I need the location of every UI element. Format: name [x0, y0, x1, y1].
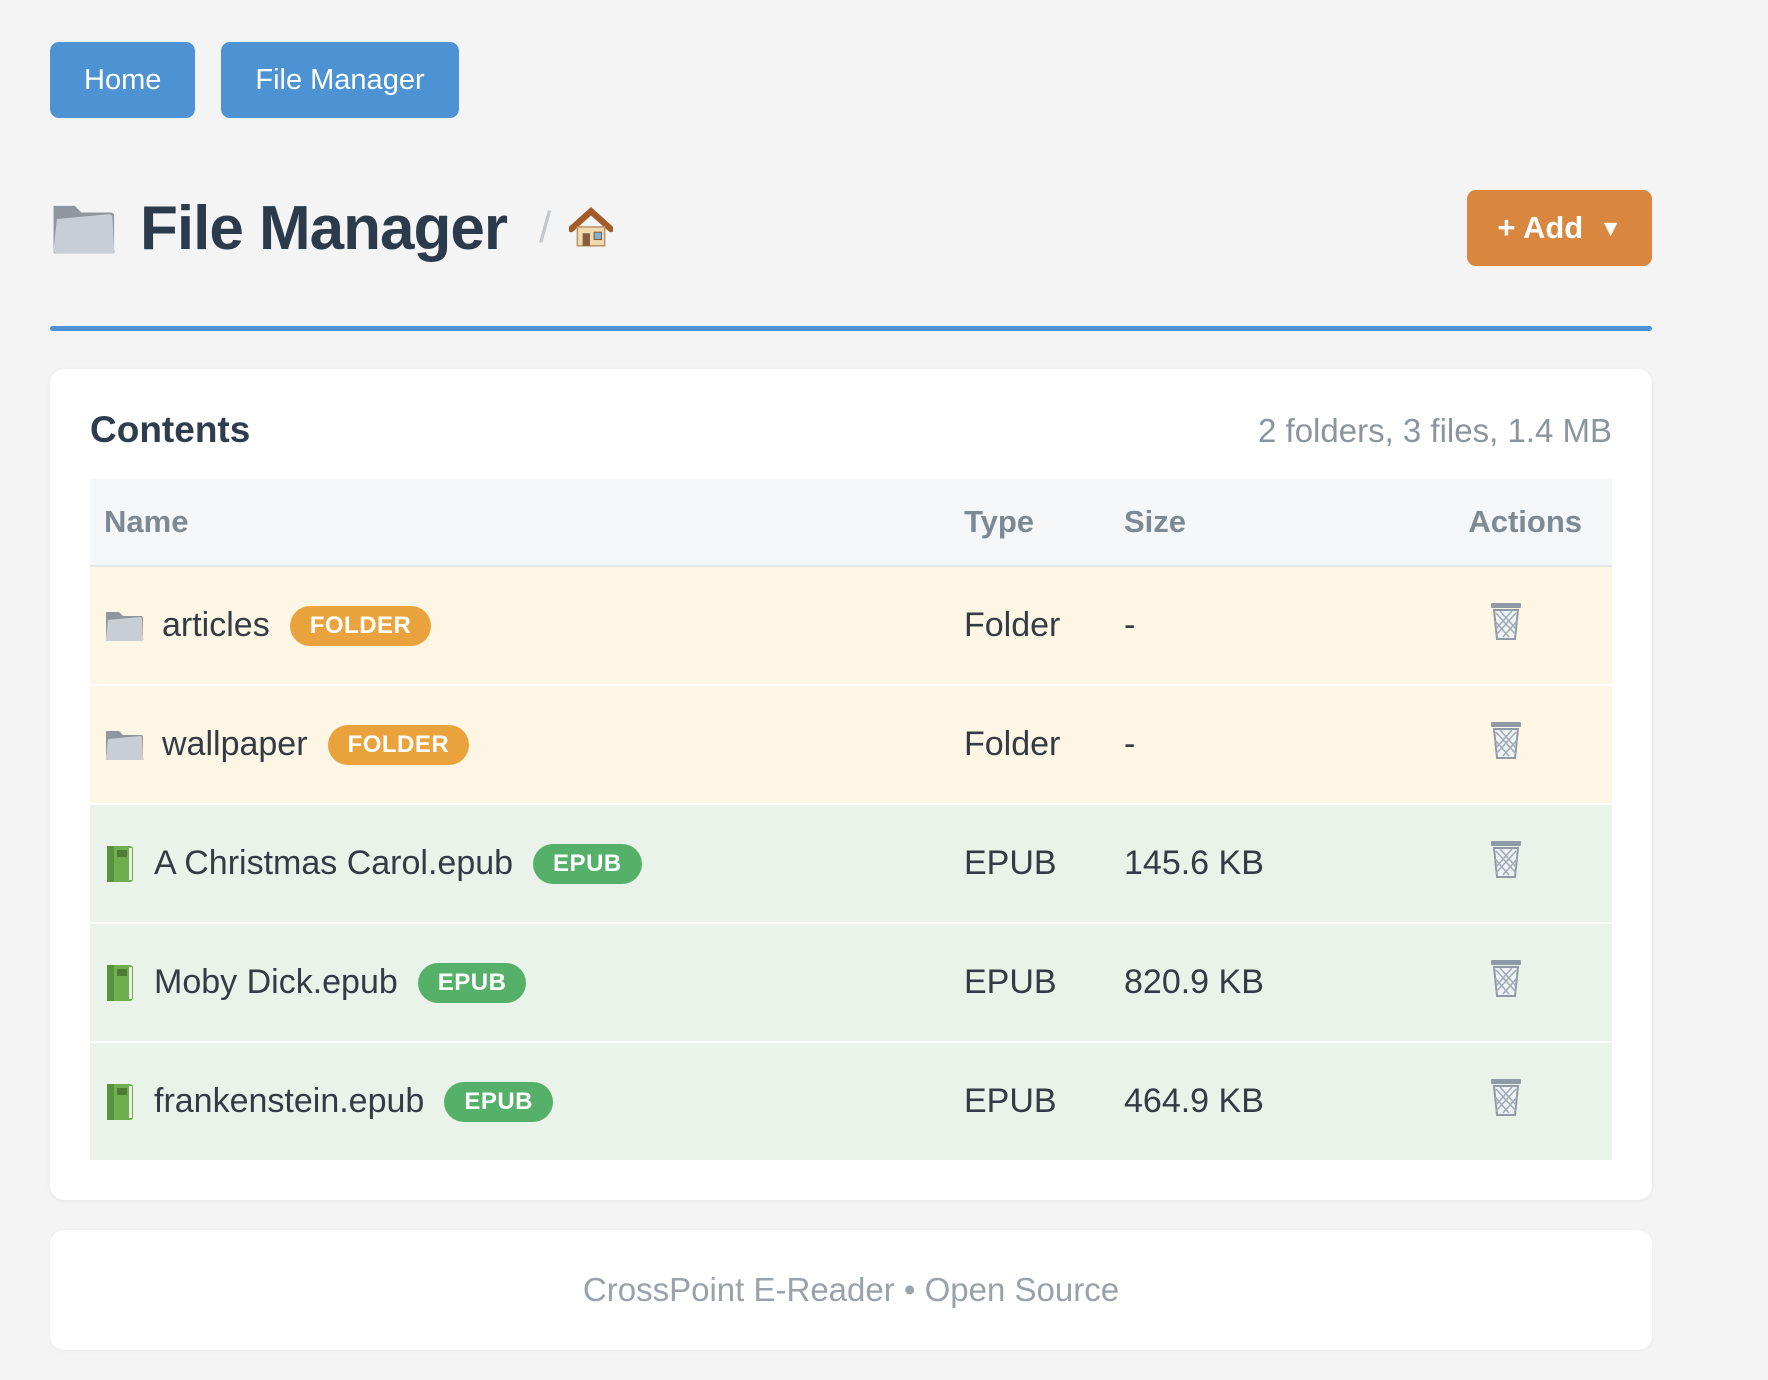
delete-button[interactable] [1488, 1077, 1524, 1117]
table-row[interactable]: frankenstein.epub EPUB EPUB 464.9 KB [90, 1042, 1612, 1160]
file-manager-button[interactable]: File Manager [221, 42, 458, 118]
contents-card-header: Contents 2 folders, 3 files, 1.4 MB [90, 409, 1612, 451]
type-badge: EPUB [533, 844, 642, 884]
file-name[interactable]: articles [162, 606, 270, 645]
file-name[interactable]: A Christmas Carol.epub [154, 844, 513, 883]
title-group: File Manager / [50, 193, 613, 264]
top-nav: Home File Manager [50, 42, 1652, 118]
trash-icon [1488, 601, 1524, 641]
file-type: Folder [950, 685, 1110, 804]
book-icon [104, 845, 136, 883]
delete-button[interactable] [1488, 839, 1524, 879]
delete-button[interactable] [1488, 720, 1524, 760]
file-type: EPUB [950, 923, 1110, 1042]
table-row[interactable]: Moby Dick.epub EPUB EPUB 820.9 KB [90, 923, 1612, 1042]
folder-icon [50, 201, 116, 255]
type-badge: FOLDER [328, 725, 470, 765]
column-header-actions: Actions [1322, 479, 1612, 566]
table-row[interactable]: articles FOLDER Folder - [90, 566, 1612, 685]
home-icon[interactable] [569, 207, 613, 249]
caret-down-icon: ▼ [1599, 217, 1622, 240]
title-divider [50, 326, 1652, 331]
type-badge: FOLDER [290, 606, 432, 646]
type-badge: EPUB [444, 1082, 553, 1122]
trash-icon [1488, 720, 1524, 760]
table-header-row: Name Type Size Actions [90, 479, 1612, 566]
contents-summary: 2 folders, 3 files, 1.4 MB [1258, 412, 1612, 450]
page-header: File Manager / + Add ▼ [50, 190, 1652, 266]
folder-icon [104, 609, 144, 642]
file-size: 145.6 KB [1110, 804, 1322, 923]
footer-text: CrossPoint E-Reader • Open Source [583, 1271, 1119, 1309]
delete-button[interactable] [1488, 601, 1524, 641]
column-header-name: Name [90, 479, 950, 566]
breadcrumb-separator: / [539, 203, 551, 253]
file-name[interactable]: frankenstein.epub [154, 1082, 424, 1121]
book-icon [104, 1083, 136, 1121]
trash-icon [1488, 958, 1524, 998]
folder-icon [104, 728, 144, 761]
trash-icon [1488, 839, 1524, 879]
trash-icon [1488, 1077, 1524, 1117]
file-size: - [1110, 566, 1322, 685]
footer-card: CrossPoint E-Reader • Open Source [50, 1230, 1652, 1350]
column-header-size: Size [1110, 479, 1322, 566]
delete-button[interactable] [1488, 958, 1524, 998]
page-title: File Manager [140, 193, 507, 264]
file-table: Name Type Size Actions articles [90, 479, 1612, 1160]
column-header-type: Type [950, 479, 1110, 566]
file-type: EPUB [950, 804, 1110, 923]
file-size: - [1110, 685, 1322, 804]
type-badge: EPUB [418, 963, 527, 1003]
file-type: EPUB [950, 1042, 1110, 1160]
page-container: Home File Manager File Manager / [50, 0, 1652, 1350]
file-size: 820.9 KB [1110, 923, 1322, 1042]
add-button[interactable]: + Add ▼ [1467, 190, 1652, 266]
table-row[interactable]: wallpaper FOLDER Folder - [90, 685, 1612, 804]
file-name[interactable]: wallpaper [162, 725, 308, 764]
file-type: Folder [950, 566, 1110, 685]
file-name[interactable]: Moby Dick.epub [154, 963, 398, 1002]
home-button[interactable]: Home [50, 42, 195, 118]
contents-title: Contents [90, 409, 250, 451]
file-size: 464.9 KB [1110, 1042, 1322, 1160]
contents-card: Contents 2 folders, 3 files, 1.4 MB Name… [50, 369, 1652, 1200]
add-button-label: + Add [1497, 210, 1583, 246]
book-icon [104, 964, 136, 1002]
table-row[interactable]: A Christmas Carol.epub EPUB EPUB 145.6 K… [90, 804, 1612, 923]
